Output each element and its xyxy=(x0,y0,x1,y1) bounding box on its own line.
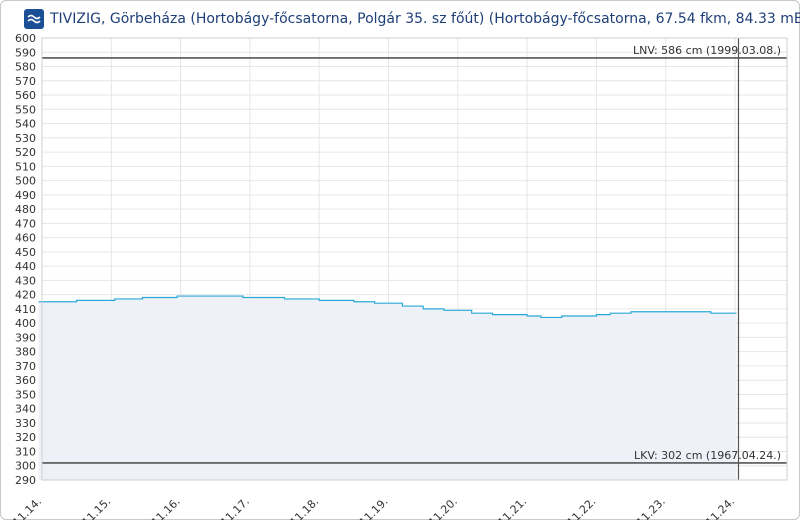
y-tick-label: 590 xyxy=(15,46,36,59)
reference-line-label: LKV: 302 cm (1967.04.24.) xyxy=(634,449,781,462)
y-tick-label: 520 xyxy=(15,146,36,159)
y-tick-label: 480 xyxy=(15,203,36,216)
x-tick-label: 11.20. xyxy=(426,495,460,520)
series-line xyxy=(38,295,737,319)
chart-title: TIVIZIG, Görbeháza (Hortobágy-főcsatorna… xyxy=(50,11,800,27)
plot-border xyxy=(41,37,788,481)
y-tick-label: 460 xyxy=(15,232,36,245)
y-tick-label: 550 xyxy=(15,103,36,116)
y-tick-label: 310 xyxy=(15,445,36,458)
x-tick-label: 11.22. xyxy=(565,495,599,520)
y-tick-label: 500 xyxy=(15,175,36,188)
series-area xyxy=(38,296,737,480)
y-tick-label: 300 xyxy=(15,460,36,473)
y-tick-label: 560 xyxy=(15,89,36,102)
y-tick-label: 450 xyxy=(15,246,36,259)
y-tick-label: 370 xyxy=(15,360,36,373)
y-tick-label: 540 xyxy=(15,118,36,131)
y-tick-label: 390 xyxy=(15,331,36,344)
y-tick-label: 440 xyxy=(15,260,36,273)
y-tick-label: 410 xyxy=(15,303,36,316)
y-tick-label: 510 xyxy=(15,160,36,173)
y-tick-label: 530 xyxy=(15,132,36,145)
y-tick-label: 490 xyxy=(15,189,36,202)
x-tick-label: 11.23. xyxy=(634,495,668,520)
y-tick-label: 320 xyxy=(15,431,36,444)
y-tick-label: 350 xyxy=(15,388,36,401)
reference-line-label: LNV: 586 cm (1999.03.08.) xyxy=(633,44,781,57)
x-tick-label: 11.18. xyxy=(287,495,321,520)
y-tick-label: 400 xyxy=(15,317,36,330)
y-tick-label: 430 xyxy=(15,274,36,287)
tivizig-logo-icon xyxy=(24,9,44,29)
y-tick-label: 340 xyxy=(15,403,36,416)
y-tick-label: 330 xyxy=(15,417,36,430)
x-tick-label: 11.17. xyxy=(218,495,252,520)
x-tick-label: 11.15. xyxy=(79,495,113,520)
y-tick-label: 420 xyxy=(15,289,36,302)
x-tick-label: 11.21. xyxy=(495,495,529,520)
y-tick-label: 360 xyxy=(15,374,36,387)
x-tick-label: 11.16. xyxy=(149,495,183,520)
x-tick-label: 11.24. xyxy=(703,495,737,520)
x-tick-label: 11.14. xyxy=(10,495,44,520)
y-tick-label: 380 xyxy=(15,346,36,359)
y-tick-label: 470 xyxy=(15,217,36,230)
chart-header: TIVIZIG, Görbeháza (Hortobágy-főcsatorna… xyxy=(24,8,800,30)
y-tick-label: 290 xyxy=(15,474,36,487)
y-tick-label: 580 xyxy=(15,61,36,74)
y-tick-label: 600 xyxy=(15,32,36,45)
y-tick-label: 570 xyxy=(15,75,36,88)
x-tick-label: 11.19. xyxy=(357,495,391,520)
